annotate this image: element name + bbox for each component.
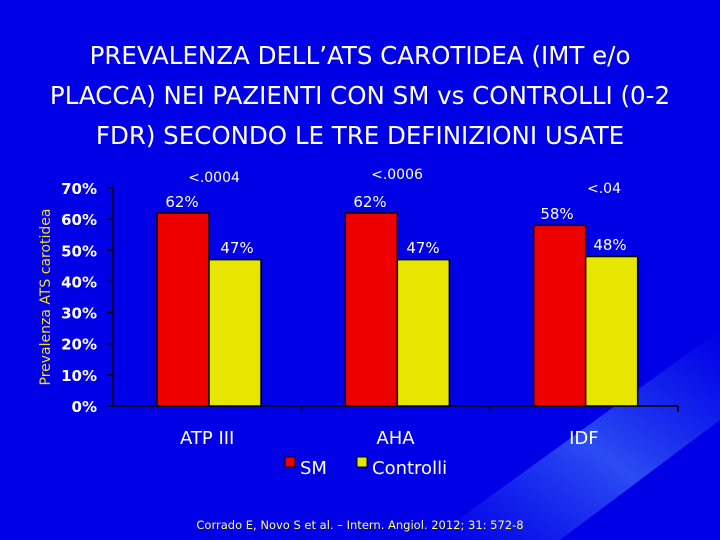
title-line-2: PLACCA) NEI PAZIENTI CON SM vs CONTROLLI… — [49, 81, 671, 110]
bar-controlli — [208, 258, 262, 407]
citation: Corrado E, Novo S et al. – Intern. Angio… — [196, 518, 524, 532]
y-axis-title: Prevalenza ATS carotidea — [38, 208, 54, 385]
bar-controlli — [396, 258, 451, 407]
category-label: ATP III — [180, 428, 234, 449]
legend-swatch-sm — [284, 456, 296, 468]
data-label: 48% — [593, 236, 626, 254]
p-value-label: <.0006 — [371, 167, 423, 183]
category-label: IDF — [569, 428, 599, 449]
bar-controlli — [584, 255, 639, 407]
data-label: 62% — [165, 193, 198, 211]
data-label: 58% — [540, 205, 573, 223]
legend-label-sm: SM — [300, 458, 327, 479]
category-label: AHA — [376, 428, 415, 449]
bar-sm — [344, 212, 399, 407]
data-label: 47% — [406, 239, 439, 257]
data-label: 62% — [353, 193, 386, 211]
y-tick-label: 10% — [61, 367, 97, 385]
y-tick-label: 0% — [72, 398, 97, 416]
y-tick-label: 70% — [61, 180, 97, 198]
y-tick-label: 60% — [61, 211, 97, 229]
y-tick-label: 30% — [61, 305, 97, 323]
y-tick-label: 40% — [61, 273, 97, 291]
legend-swatch-controlli — [356, 456, 368, 468]
p-value-label: <.04 — [587, 181, 621, 197]
data-label: 47% — [220, 239, 253, 257]
y-tick-label: 50% — [61, 242, 97, 260]
title-line-1: PREVALENZA DELL’ATS CAROTIDEA (IMT e/o — [89, 41, 631, 70]
y-tick-label: 20% — [61, 336, 97, 354]
slide-title: PREVALENZA DELL’ATS CAROTIDEA (IMT e/o P… — [10, 36, 710, 156]
title-line-3: FDR) SECONDO LE TRE DEFINIZIONI USATE — [95, 121, 625, 150]
bar-sm — [156, 212, 210, 407]
bar-sm — [532, 224, 587, 407]
legend-label-controlli: Controlli — [372, 458, 447, 479]
p-value-label: <.0004 — [188, 170, 240, 186]
